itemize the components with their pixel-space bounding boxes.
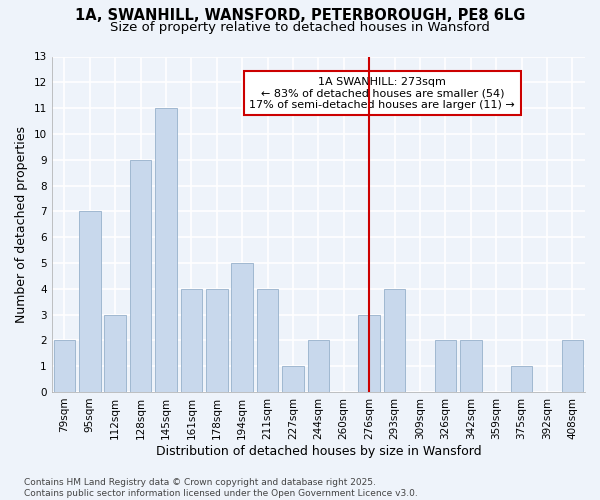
Text: 1A SWANHILL: 273sqm
← 83% of detached houses are smaller (54)
17% of semi-detach: 1A SWANHILL: 273sqm ← 83% of detached ho… <box>250 76 515 110</box>
Bar <box>562 340 583 392</box>
Bar <box>79 212 101 392</box>
Bar <box>511 366 532 392</box>
Bar <box>257 288 278 392</box>
Bar <box>384 288 406 392</box>
Bar <box>358 314 380 392</box>
Bar <box>130 160 151 392</box>
Bar <box>206 288 227 392</box>
Text: Size of property relative to detached houses in Wansford: Size of property relative to detached ho… <box>110 21 490 34</box>
Bar <box>155 108 177 392</box>
Text: 1A, SWANHILL, WANSFORD, PETERBOROUGH, PE8 6LG: 1A, SWANHILL, WANSFORD, PETERBOROUGH, PE… <box>75 8 525 22</box>
Bar <box>460 340 482 392</box>
Y-axis label: Number of detached properties: Number of detached properties <box>15 126 28 322</box>
Bar <box>104 314 126 392</box>
Bar <box>308 340 329 392</box>
Text: Contains HM Land Registry data © Crown copyright and database right 2025.
Contai: Contains HM Land Registry data © Crown c… <box>24 478 418 498</box>
Bar <box>434 340 456 392</box>
X-axis label: Distribution of detached houses by size in Wansford: Distribution of detached houses by size … <box>155 444 481 458</box>
Bar <box>53 340 75 392</box>
Bar <box>282 366 304 392</box>
Bar <box>232 263 253 392</box>
Bar <box>181 288 202 392</box>
